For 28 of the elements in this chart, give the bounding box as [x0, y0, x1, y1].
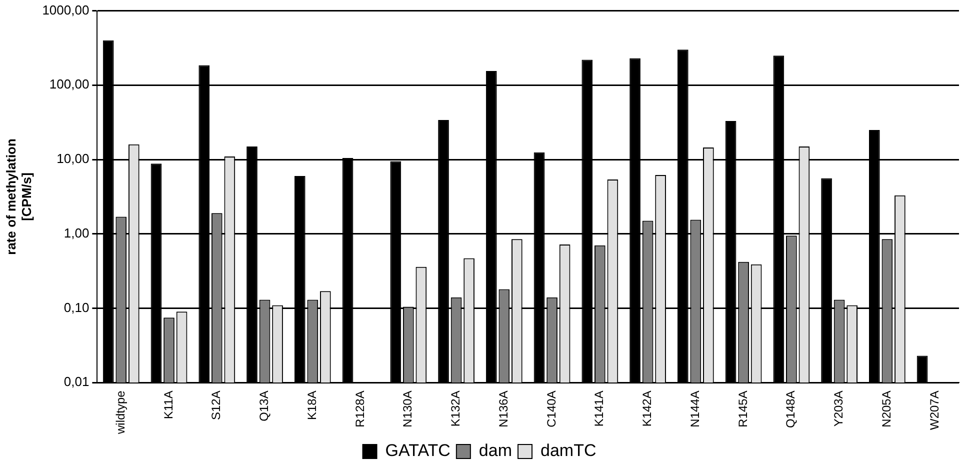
x-tick-label: R128A: [352, 390, 367, 428]
y-tick-label: 100,00: [49, 76, 90, 92]
legend-label: GATATC: [385, 441, 450, 460]
y-tick-label: 0,10: [64, 300, 90, 315]
y-tick-label: 1000,00: [42, 2, 90, 18]
x-tick-label: S12A: [209, 390, 224, 420]
x-tick-label: C140A: [544, 390, 558, 428]
x-tick-label: K142A: [640, 390, 654, 427]
x-tick-label: R145A: [736, 390, 750, 428]
x-tick-label: Y203A: [832, 390, 846, 427]
x-tick-label: K11A: [161, 390, 176, 420]
x-tick-label: Q13A: [257, 390, 272, 422]
y-tick-label: 1,00: [64, 225, 90, 240]
x-tick-label: Q148A: [784, 390, 798, 428]
x-tick-label: K141A: [592, 390, 606, 427]
legend-label: damTC: [540, 441, 596, 460]
x-tick-label: N205A: [879, 390, 894, 428]
y-tick-label: 10,00: [56, 151, 90, 166]
x-tick-label: W207A: [927, 390, 942, 430]
x-tick-label: K18A: [304, 390, 319, 420]
x-tick-label: K132A: [448, 390, 463, 427]
x-tick-label: wildtype: [113, 390, 128, 436]
y-axis-title: rate of methylation [CPM/s]: [3, 138, 34, 255]
legend-label: dam: [478, 441, 512, 460]
x-tick-label: N136A: [496, 390, 510, 428]
x-tick-label: N144A: [688, 390, 702, 428]
x-tick-label: N130A: [400, 390, 415, 428]
y-tick-label: 0,01: [64, 374, 90, 390]
